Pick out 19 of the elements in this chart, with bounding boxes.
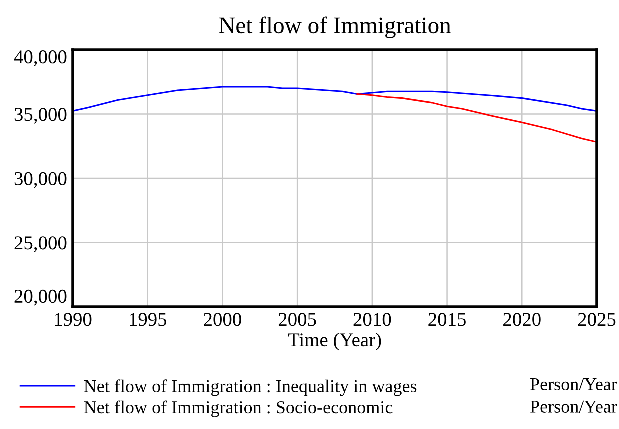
y-tick-label: 35,000 (14, 108, 67, 124)
x-tick-label: 2010 (354, 313, 392, 326)
x-tick-label: 2020 (504, 313, 541, 326)
text: Person/Year (530, 400, 618, 413)
x-tick-label: 1990 (55, 313, 92, 326)
y-tick-label: 40,000 (14, 50, 67, 66)
y-tick-label: 20,000 (14, 290, 67, 306)
x-tick-label: 1995 (130, 313, 167, 326)
text: Person/Year (530, 378, 618, 391)
legend-label: Net flow of Immigration : Inequality in wages (84, 380, 417, 396)
chart-title: Net flow of Immigration (219, 16, 452, 38)
x-tick-label: 2005 (278, 313, 316, 326)
y-tick-label: 30,000 (14, 172, 67, 188)
x-tick-label: 2015 (428, 313, 466, 326)
x-tick-label: 2025 (578, 313, 616, 326)
legend-label: Net flow of Immigration : Socio-economic (84, 400, 393, 418)
y-tick-label: 25,000 (14, 236, 67, 252)
x-tick-label: 2000 (204, 313, 242, 326)
x-axis-title: Time (Year) (288, 332, 382, 351)
